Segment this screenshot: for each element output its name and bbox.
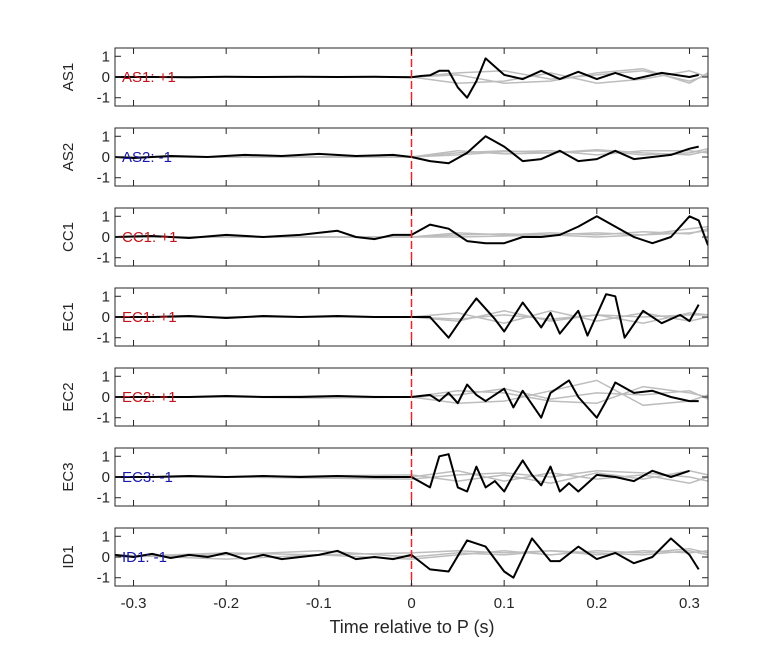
panels-group: -1 0 1 AS1 AS1: +1 -1 0 1 AS2 AS2: -1 -1 0 1 CC1 CC1: … (60, 47, 709, 587)
panel-data (115, 453, 708, 493)
panel-ylabel: EC3 (60, 462, 77, 491)
panel-as2: -1 0 1 AS2 AS2: -1 (60, 127, 709, 187)
grey-trace-2 (115, 70, 708, 84)
panel-ec1: -1 0 1 EC1 EC1: +1 (60, 287, 709, 347)
y-tick-label: 1 (102, 288, 110, 305)
y-tick-label: 0 (102, 549, 110, 566)
panel-data (115, 135, 708, 165)
y-tick-label: 0 (102, 69, 110, 86)
panel-data (115, 57, 708, 99)
panel-data (115, 379, 708, 419)
panel-cc1: -1 0 1 CC1 CC1: +1 (60, 207, 709, 267)
y-tick-label: -1 (97, 250, 110, 267)
y-tick-label: 1 (102, 368, 110, 385)
main-trace (115, 293, 700, 339)
y-tick-label: 0 (102, 309, 110, 326)
x-tick-label: -0.2 (213, 595, 239, 612)
x-axis-label: Time relative to P (s) (329, 617, 494, 637)
grey-trace-3 (115, 550, 708, 558)
panel-ec3: -1 0 1 EC3 EC3: -1 (60, 447, 709, 507)
panel-data (115, 293, 708, 339)
main-trace (115, 379, 699, 419)
panel-data (115, 537, 708, 579)
x-tick-label: 0.1 (494, 595, 515, 612)
panel-ylabel: ID1 (60, 545, 77, 568)
panel-ec2: -1 0 1 EC2 EC2: +1 (60, 367, 709, 427)
polarity-label: CC1: +1 (122, 229, 177, 246)
polarity-label: EC3: -1 (122, 469, 173, 486)
y-tick-label: -1 (97, 170, 110, 187)
x-tick-label: 0.3 (679, 595, 700, 612)
main-trace (115, 135, 699, 165)
polarity-label: ID1: -1 (122, 549, 167, 566)
polarity-label: AS2: -1 (122, 149, 172, 166)
polarity-label: EC1: +1 (122, 309, 177, 326)
y-tick-label: 1 (102, 128, 110, 145)
polarity-label: EC2: +1 (122, 389, 177, 406)
panel-ylabel: AS1 (60, 63, 77, 91)
grey-trace-3 (115, 225, 708, 238)
y-tick-label: 1 (102, 448, 110, 465)
main-trace (115, 453, 690, 493)
panel-data (115, 215, 708, 246)
y-tick-label: -1 (97, 490, 110, 507)
x-tick-label: -0.1 (306, 595, 332, 612)
y-tick-label: 1 (102, 528, 110, 545)
panel-ylabel: EC2 (60, 382, 77, 411)
y-tick-label: 0 (102, 229, 110, 246)
y-tick-label: 1 (102, 48, 110, 65)
y-tick-label: -1 (97, 570, 110, 587)
grey-trace-2 (115, 150, 708, 158)
panel-ylabel: EC1 (60, 302, 77, 331)
y-tick-label: 0 (102, 149, 110, 166)
x-axis: -0.3 -0.2 -0.1 0 0.1 0.2 0.3 (121, 595, 700, 612)
x-tick-label: -0.3 (121, 595, 147, 612)
main-trace (115, 57, 699, 99)
y-tick-label: -1 (97, 410, 110, 427)
y-tick-label: -1 (97, 90, 110, 107)
panel-ylabel: AS2 (60, 143, 77, 171)
y-tick-label: 0 (102, 389, 110, 406)
y-tick-label: 1 (102, 208, 110, 225)
polarity-label: AS1: +1 (122, 69, 176, 86)
panel-as1: -1 0 1 AS1 AS1: +1 (60, 47, 709, 107)
main-trace (115, 537, 700, 579)
panel-ylabel: CC1 (60, 222, 77, 252)
main-trace (115, 215, 708, 246)
x-tick-label: 0 (407, 595, 415, 612)
y-tick-label: 0 (102, 469, 110, 486)
panel-id1: -1 0 1 ID1 ID1: -1 (60, 527, 709, 587)
x-tick-label: 0.2 (586, 595, 607, 612)
y-tick-label: -1 (97, 330, 110, 347)
